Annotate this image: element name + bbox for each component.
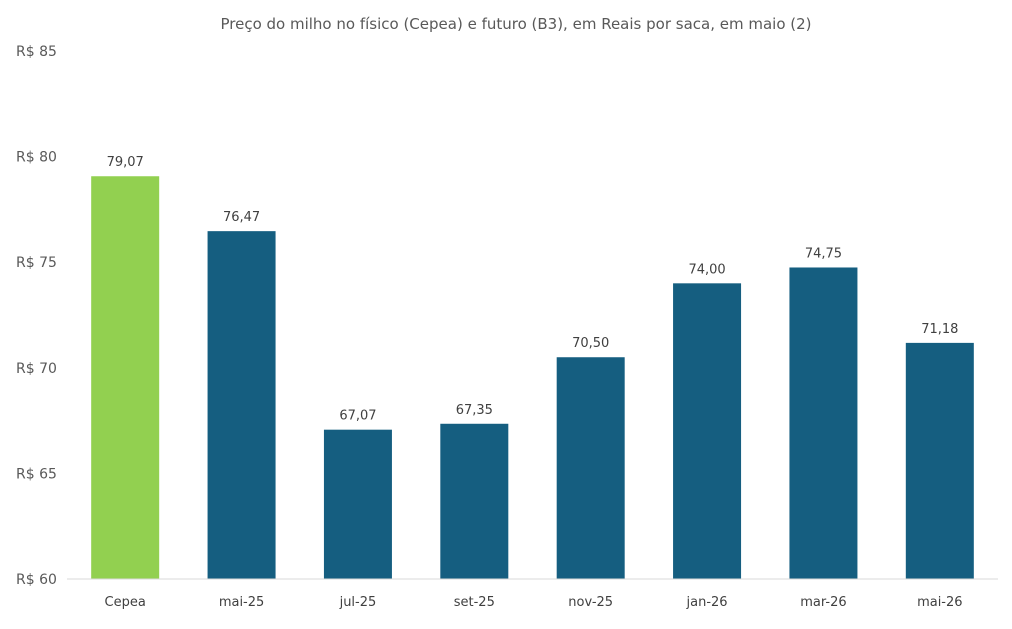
y-tick-label: R$ 85	[16, 44, 57, 60]
bar-Cepea	[91, 176, 160, 580]
bar-nov-25	[556, 357, 625, 579]
data-label: 67,07	[339, 409, 376, 424]
x-tick-label: jan-26	[686, 595, 728, 610]
y-tick-label: R$ 80	[16, 150, 57, 166]
x-axis: Cepea mai-25 jul-25 set-25 nov-25 jan-26 mar-2…	[105, 595, 963, 610]
bars-group	[91, 176, 974, 580]
data-label: 79,07	[107, 155, 144, 170]
y-axis: R$ 60 R$ 65 R$ 70 R$ 75 R$ 80 R$ 85	[16, 44, 57, 588]
x-tick-label: mai-25	[219, 595, 264, 610]
x-tick-label: nov-25	[568, 595, 613, 610]
bar-jan-26	[673, 283, 742, 579]
y-tick-label: R$ 60	[16, 572, 57, 588]
x-tick-label: mai-26	[917, 595, 962, 610]
data-label: 67,35	[456, 403, 493, 418]
y-tick-label: R$ 70	[16, 361, 57, 377]
bar-mai-26	[905, 342, 974, 579]
chart-title: Preço do milho no físico (Cepea) e futur…	[220, 15, 811, 33]
x-tick-label: set-25	[454, 595, 495, 610]
bar-set-25	[440, 423, 509, 579]
y-tick-label: R$ 75	[16, 255, 57, 271]
data-labels-group: 79,07 76,47 67,07 67,35 70,50 74,00 74,75 71,18	[107, 155, 959, 423]
data-label: 74,75	[805, 246, 842, 261]
bar-mai-25	[207, 231, 276, 579]
data-label: 76,47	[223, 210, 260, 225]
bar-mar-26	[789, 267, 858, 579]
x-tick-label: jul-25	[339, 595, 377, 610]
data-label: 70,50	[572, 336, 609, 351]
x-tick-label: mar-26	[800, 595, 846, 610]
data-label: 71,18	[921, 322, 958, 337]
data-label: 74,00	[688, 262, 725, 277]
y-tick-label: R$ 65	[16, 466, 57, 482]
x-tick-label: Cepea	[105, 595, 146, 610]
bar-jul-25	[323, 429, 392, 579]
